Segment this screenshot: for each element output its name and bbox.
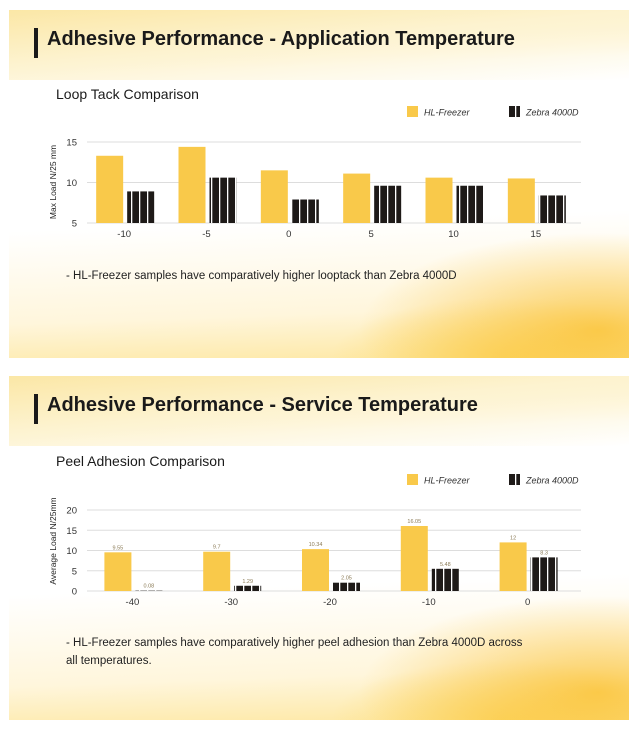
bar-zebra-4000d <box>374 185 402 223</box>
bar-hl-freezer <box>400 525 428 591</box>
y-tick-label: 0 <box>72 587 77 598</box>
x-tick-label: 10 <box>448 229 459 240</box>
bar-hl-freezer <box>104 552 132 591</box>
application-temperature-panel: Adhesive Performance - Application Tempe… <box>9 10 629 358</box>
x-tick-label: -40 <box>126 597 140 608</box>
bar-hl-freezer <box>260 170 288 223</box>
data-label-zebra-4000d: 2.05 <box>341 576 352 582</box>
chart-title: Loop Tack Comparison <box>56 86 199 102</box>
y-tick-label: 15 <box>66 526 77 537</box>
bar-zebra-4000d <box>333 582 360 591</box>
bar-zebra-4000d <box>234 585 262 591</box>
loop-tack-chart: 5 10 15 Max Load N/25 mm HL-Freezer Zebra 400… <box>48 106 581 240</box>
legend-swatch-hl-freezer <box>407 106 418 117</box>
bar-hl-freezer <box>507 178 535 223</box>
bar-zebra-4000d <box>291 199 319 223</box>
x-tick-label: 0 <box>286 229 291 240</box>
x-tick-label: -20 <box>323 597 337 608</box>
bar-zebra-4000d <box>431 568 459 591</box>
x-tick-label: -10 <box>117 229 131 240</box>
data-label-hl-freezer: 9.7 <box>213 545 221 551</box>
y-tick-label: 5 <box>72 566 77 577</box>
bar-hl-freezer <box>96 155 124 223</box>
header-band <box>9 376 629 446</box>
data-label-zebra-4000d: 1.29 <box>242 579 253 585</box>
legend-label-zebra-4000d: Zebra 4000D <box>525 476 579 486</box>
data-label-zebra-4000d: 5.48 <box>440 562 451 568</box>
data-label-zebra-4000d: 8.3 <box>540 550 548 556</box>
bar-hl-freezer <box>499 542 527 591</box>
legend-swatch-zebra-4000d <box>509 474 520 485</box>
bar-hl-freezer <box>203 551 231 591</box>
legend-swatch-zebra-4000d <box>509 106 520 117</box>
data-label-zebra-4000d: 0.08 <box>144 584 155 590</box>
x-tick-label: 15 <box>531 229 542 240</box>
bar-zebra-4000d <box>530 557 558 591</box>
legend-label-hl-freezer: HL-Freezer <box>424 476 471 486</box>
section-title: Adhesive Performance - Application Tempe… <box>47 28 515 50</box>
bar-hl-freezer <box>343 173 371 223</box>
chart-note: - HL-Freezer samples have comparatively … <box>66 270 457 282</box>
header-accent-bar <box>34 394 38 424</box>
data-label-hl-freezer: 10.34 <box>309 542 323 548</box>
y-tick-label: 5 <box>72 219 77 230</box>
bar-zebra-4000d <box>209 177 237 223</box>
y-tick-label: 10 <box>66 178 77 189</box>
peel-adhesion-chart: 0 5 10 15 20 Average Load N/25mm HL-Freezer Zeb… <box>48 474 581 608</box>
bar-zebra-4000d <box>127 191 155 223</box>
x-tick-label: -30 <box>224 597 238 608</box>
y-axis-label: Average Load N/25mm <box>48 497 58 584</box>
y-tick-label: 20 <box>66 506 77 517</box>
y-axis-label: Max Load N/25 mm <box>48 145 58 219</box>
legend-label-hl-freezer: HL-Freezer <box>424 108 471 118</box>
x-tick-label: 5 <box>369 229 374 240</box>
x-tick-label: 0 <box>525 597 530 608</box>
bar-hl-freezer <box>178 146 206 223</box>
service-temperature-panel: Adhesive Performance - Service Temperatu… <box>9 376 629 720</box>
y-tick-label: 15 <box>66 138 77 149</box>
chart-title: Peel Adhesion Comparison <box>56 453 225 469</box>
section-title: Adhesive Performance - Service Temperatu… <box>47 394 478 416</box>
header-band <box>9 10 629 80</box>
chart-note: - HL-Freezer samples have comparatively … <box>66 637 523 667</box>
legend-label-zebra-4000d: Zebra 4000D <box>525 108 579 118</box>
header-accent-bar <box>34 28 38 58</box>
bar-zebra-4000d <box>538 195 566 223</box>
data-label-hl-freezer: 12 <box>510 535 516 541</box>
bar-hl-freezer <box>302 549 329 591</box>
legend-swatch-hl-freezer <box>407 474 418 485</box>
bar-zebra-4000d <box>456 185 484 223</box>
data-label-hl-freezer: 9.55 <box>113 545 124 551</box>
bar-hl-freezer <box>425 177 453 223</box>
x-tick-label: -5 <box>202 229 210 240</box>
y-tick-label: 10 <box>66 546 77 557</box>
data-label-hl-freezer: 16.05 <box>407 519 421 525</box>
x-tick-label: -10 <box>422 597 436 608</box>
